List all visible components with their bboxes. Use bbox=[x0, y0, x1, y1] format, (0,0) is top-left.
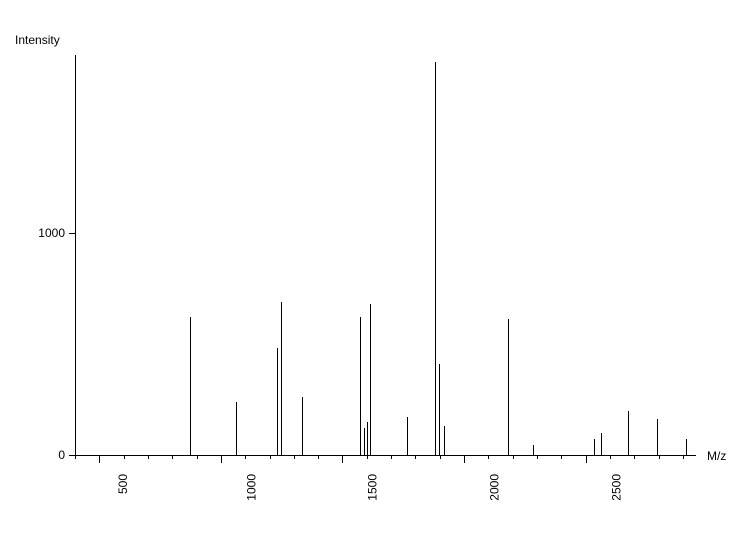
x-minor-tick bbox=[610, 455, 611, 459]
y-tick-label: 1000 bbox=[27, 226, 65, 240]
spectrum-peak bbox=[367, 422, 368, 455]
spectrum-peak bbox=[281, 302, 282, 455]
x-major-tick bbox=[586, 455, 587, 463]
x-minor-tick bbox=[124, 455, 125, 459]
spectrum-peak bbox=[508, 319, 509, 455]
x-major-tick bbox=[342, 455, 343, 463]
spectrum-peak bbox=[439, 364, 440, 455]
spectrum-peak bbox=[435, 62, 436, 455]
x-minor-tick bbox=[270, 455, 271, 459]
spectrum-peak bbox=[277, 348, 278, 455]
x-major-tick bbox=[99, 455, 100, 463]
spectrum-peak bbox=[657, 419, 658, 455]
x-minor-tick bbox=[294, 455, 295, 459]
x-minor-tick bbox=[415, 455, 416, 459]
x-minor-tick bbox=[537, 455, 538, 459]
y-tick-mark bbox=[69, 233, 75, 234]
x-minor-tick bbox=[683, 455, 684, 459]
x-minor-tick bbox=[148, 455, 149, 459]
x-minor-tick bbox=[634, 455, 635, 459]
spectrum-peak bbox=[686, 439, 687, 455]
spectrum-peak bbox=[628, 411, 629, 455]
spectrum-peak bbox=[370, 304, 371, 455]
x-minor-tick bbox=[561, 455, 562, 459]
x-tick-label: 1000 bbox=[245, 474, 259, 501]
x-minor-tick bbox=[440, 455, 441, 459]
x-minor-tick bbox=[197, 455, 198, 459]
spectrum-peak bbox=[444, 426, 445, 455]
x-minor-tick bbox=[391, 455, 392, 459]
x-minor-tick bbox=[488, 455, 489, 459]
spectrum-peak bbox=[407, 417, 408, 455]
x-minor-tick bbox=[513, 455, 514, 459]
x-axis-label: M/z bbox=[707, 449, 726, 463]
x-minor-tick bbox=[367, 455, 368, 459]
mass-spectrum-chart: Intensity M/z 0 1000 500 1000 1500 2000 2500 bbox=[0, 0, 750, 540]
x-minor-tick bbox=[659, 455, 660, 459]
x-major-tick bbox=[464, 455, 465, 463]
spectrum-peak bbox=[236, 402, 237, 455]
spectrum-peak bbox=[601, 433, 602, 455]
x-major-tick bbox=[221, 455, 222, 463]
x-minor-tick bbox=[318, 455, 319, 459]
x-minor-tick bbox=[172, 455, 173, 459]
x-minor-tick bbox=[245, 455, 246, 459]
x-minor-tick bbox=[75, 455, 76, 459]
y-axis-label: Intensity bbox=[15, 33, 60, 47]
spectrum-peak bbox=[533, 445, 534, 455]
x-tick-label: 2000 bbox=[488, 474, 502, 501]
x-tick-label: 2500 bbox=[609, 474, 623, 501]
x-tick-label: 1500 bbox=[366, 474, 380, 501]
y-tick-label: 0 bbox=[27, 448, 65, 462]
x-tick-label: 500 bbox=[116, 474, 130, 494]
spectrum-peak bbox=[302, 397, 303, 455]
spectrum-peak bbox=[594, 439, 595, 455]
spectrum-peak bbox=[360, 317, 361, 455]
spectrum-peak bbox=[364, 428, 365, 455]
plot-area bbox=[75, 55, 696, 456]
spectrum-peak bbox=[190, 317, 191, 455]
